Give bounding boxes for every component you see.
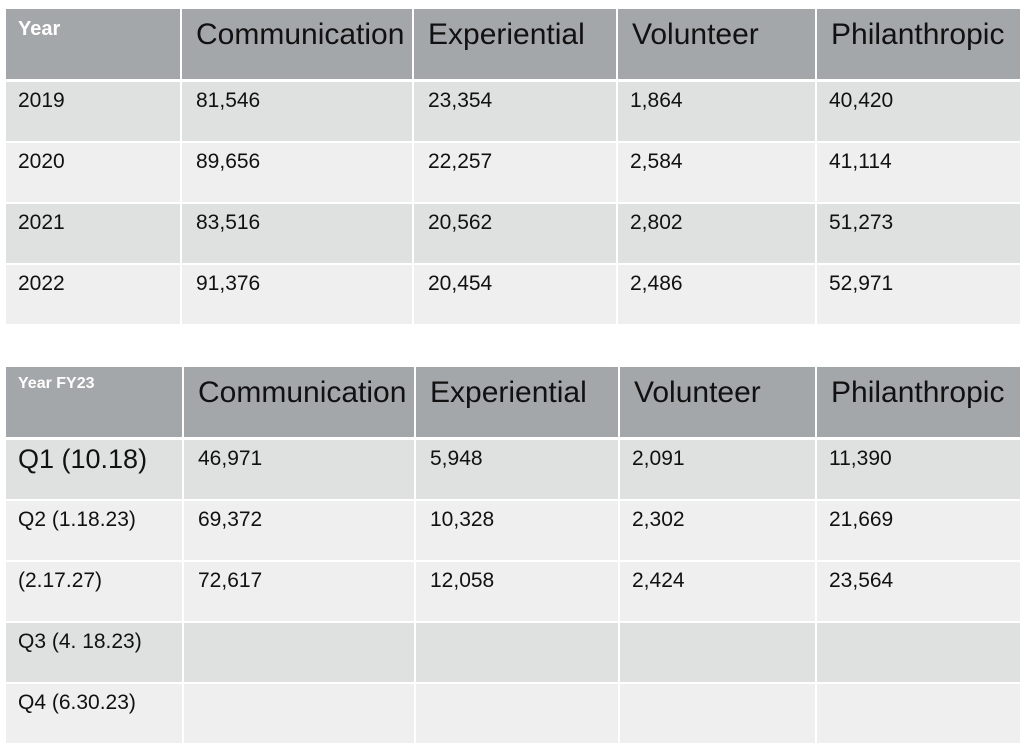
experiential-value: 12,058 [416,562,620,623]
volunteer-value: 2,091 [620,440,817,501]
experiential-value: 10,328 [416,501,620,562]
row-label: Q3 (4. 18.23) [6,623,184,684]
table-row: 2022 91,376 20,454 2,486 52,971 [6,265,1020,326]
header-volunteer: Volunteer [620,367,817,440]
row-label: Q2 (1.18.23) [6,501,184,562]
header-communication: Communication [184,367,416,440]
table-row: 2020 89,656 22,257 2,584 41,114 [6,143,1020,204]
row-label: 2019 [6,82,182,143]
communication-value: 72,617 [184,562,416,623]
volunteer-value: 1,864 [618,82,817,143]
header-philanthropic: Philanthropic [817,9,1020,82]
header-volunteer: Volunteer [618,9,817,82]
volunteer-value [620,623,817,684]
header-experiential: Experiential [416,367,620,440]
volunteer-value: 2,424 [620,562,817,623]
row-label: 2021 [6,204,182,265]
table-header-row: Year Communication Experiential Voluntee… [6,9,1020,82]
philanthropic-value: 21,669 [817,501,1020,562]
table-row: 2019 81,546 23,354 1,864 40,420 [6,82,1020,143]
volunteer-value: 2,802 [618,204,817,265]
row-label: (2.17.27) [6,562,184,623]
table-row: 2021 83,516 20,562 2,802 51,273 [6,204,1020,265]
philanthropic-value: 11,390 [817,440,1020,501]
yearly-data-table: Year Communication Experiential Voluntee… [6,9,1020,326]
communication-value: 46,971 [184,440,416,501]
row-label: Q1 (10.18) [6,440,184,501]
fy23-quarterly-table: Year FY23 Communication Experiential Vol… [6,367,1020,745]
table-row: Q2 (1.18.23) 69,372 10,328 2,302 21,669 [6,501,1020,562]
communication-value [184,623,416,684]
experiential-value [416,623,620,684]
row-label: 2022 [6,265,182,326]
table-row: (2.17.27) 72,617 12,058 2,424 23,564 [6,562,1020,623]
table-row: Q1 (10.18) 46,971 5,948 2,091 11,390 [6,440,1020,501]
row-label: 2020 [6,143,182,204]
philanthropic-value: 52,971 [817,265,1020,326]
header-experiential: Experiential [414,9,618,82]
header-philanthropic: Philanthropic [817,367,1020,440]
communication-value: 91,376 [182,265,414,326]
experiential-value: 5,948 [416,440,620,501]
communication-value: 69,372 [184,501,416,562]
communication-value: 83,516 [182,204,414,265]
header-year: Year [6,9,182,82]
communication-value: 81,546 [182,82,414,143]
table-header-row: Year FY23 Communication Experiential Vol… [6,367,1020,440]
volunteer-value: 2,584 [618,143,817,204]
experiential-value: 23,354 [414,82,618,143]
experiential-value: 20,562 [414,204,618,265]
philanthropic-value: 23,564 [817,562,1020,623]
header-year-fy23: Year FY23 [6,367,184,440]
experiential-value: 20,454 [414,265,618,326]
philanthropic-value: 41,114 [817,143,1020,204]
volunteer-value: 2,486 [618,265,817,326]
communication-value: 89,656 [182,143,414,204]
philanthropic-value: 51,273 [817,204,1020,265]
volunteer-value: 2,302 [620,501,817,562]
experiential-value: 22,257 [414,143,618,204]
table-row: Q3 (4. 18.23) [6,623,1020,684]
philanthropic-value [817,623,1020,684]
header-communication: Communication [182,9,414,82]
philanthropic-value: 40,420 [817,82,1020,143]
